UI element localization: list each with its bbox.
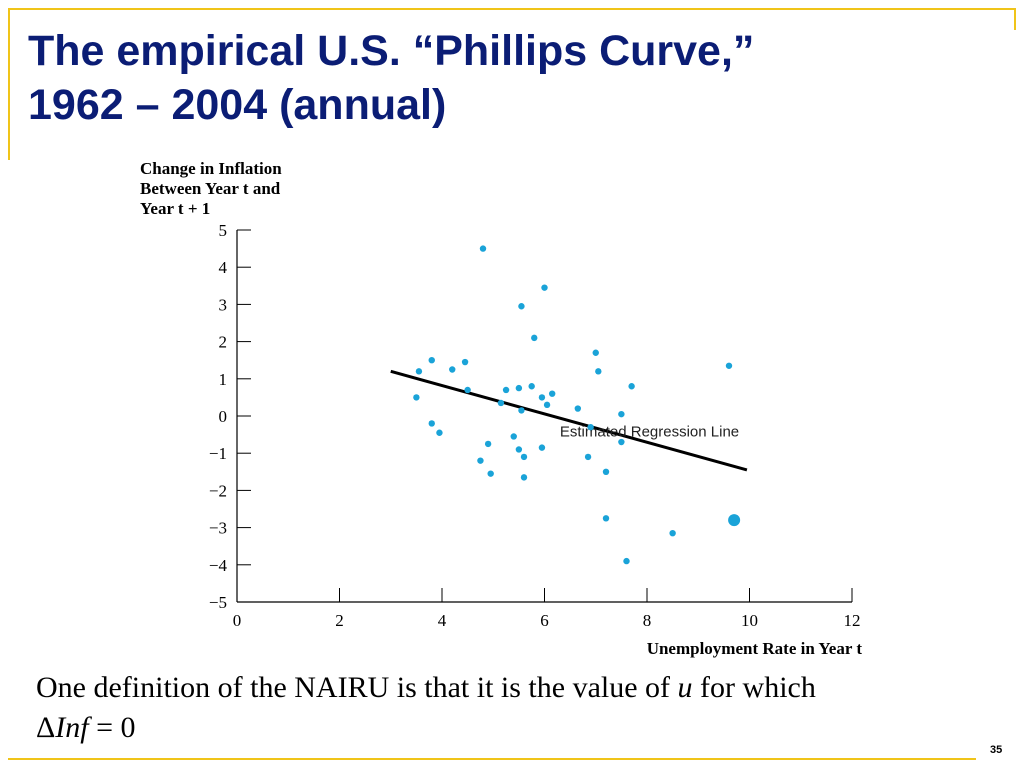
data-point bbox=[538, 444, 546, 451]
y-tick-label: 2 bbox=[219, 333, 228, 352]
nairu-caption: One definition of the NAIRU is that it i… bbox=[36, 668, 1011, 748]
data-point bbox=[415, 368, 423, 375]
data-point bbox=[464, 386, 471, 394]
data-point bbox=[543, 401, 551, 409]
data-point bbox=[602, 515, 610, 522]
regression-line bbox=[390, 369, 748, 472]
caption-variable-inf: Inf bbox=[55, 711, 89, 744]
slide-title-line1: The empirical U.S. “Phillips Curve,” bbox=[28, 27, 755, 75]
y-axis-title-line: Between Year t and bbox=[140, 179, 281, 198]
data-point bbox=[515, 384, 523, 392]
regression-line-label: Estimated Regression Line bbox=[560, 423, 739, 440]
data-point bbox=[518, 303, 525, 310]
data-point bbox=[602, 468, 610, 475]
data-point bbox=[487, 470, 494, 477]
data-point bbox=[461, 358, 469, 366]
data-point bbox=[531, 334, 538, 342]
y-axis-title-line: Year t + 1 bbox=[140, 199, 210, 218]
slide-title-line2: 1962 – 2004 (annual) bbox=[28, 81, 447, 129]
caption-equals-zero: = 0 bbox=[88, 711, 136, 744]
data-point bbox=[436, 429, 443, 436]
slide-frame-top bbox=[8, 8, 1016, 10]
caption-text-start: One definition of the NAIRU is that it i… bbox=[36, 671, 678, 704]
data-point bbox=[428, 357, 435, 364]
data-point bbox=[510, 433, 517, 440]
data-point bbox=[725, 362, 733, 369]
data-point bbox=[413, 394, 420, 401]
data-point bbox=[515, 446, 523, 453]
y-tick-label: −4 bbox=[209, 556, 228, 575]
slide-frame-right bbox=[1014, 8, 1016, 30]
y-tick-label: 5 bbox=[219, 221, 228, 240]
highlighted-data-point bbox=[728, 514, 741, 527]
data-point bbox=[587, 423, 594, 431]
data-point bbox=[584, 453, 592, 461]
y-tick-label: 1 bbox=[219, 370, 228, 389]
slide-frame-left bbox=[8, 8, 10, 160]
x-axis-title: Unemployment Rate in Year t bbox=[647, 639, 863, 658]
caption-variable-u: u bbox=[677, 671, 693, 704]
x-tick-label: 2 bbox=[335, 611, 344, 630]
data-point bbox=[623, 557, 630, 565]
data-point bbox=[484, 440, 492, 448]
y-tick-label: 0 bbox=[219, 407, 228, 426]
x-tick-label: 10 bbox=[741, 611, 758, 630]
y-tick-label: −1 bbox=[209, 444, 227, 463]
data-point bbox=[518, 407, 525, 414]
y-tick-label: −5 bbox=[209, 593, 227, 612]
data-point bbox=[528, 383, 535, 390]
caption-text-end: for which bbox=[692, 671, 816, 704]
x-tick-label: 6 bbox=[540, 611, 549, 630]
data-point bbox=[428, 420, 435, 427]
data-point bbox=[541, 284, 548, 291]
data-point bbox=[548, 390, 556, 397]
data-point bbox=[538, 394, 546, 401]
data-point bbox=[628, 383, 635, 390]
data-point bbox=[520, 453, 528, 461]
slide-title: The empirical U.S. “Phillips Curve,” 196… bbox=[28, 24, 928, 132]
page-number: 35 bbox=[990, 744, 1003, 756]
data-point bbox=[477, 457, 484, 464]
data-point bbox=[497, 399, 505, 407]
y-tick-label: 3 bbox=[219, 295, 228, 314]
x-tick-label: 12 bbox=[844, 611, 861, 630]
y-tick-label: −2 bbox=[209, 481, 227, 500]
data-point bbox=[502, 386, 510, 394]
data-point bbox=[669, 529, 676, 537]
data-point bbox=[618, 410, 625, 418]
data-point bbox=[595, 368, 602, 375]
data-point bbox=[449, 366, 456, 373]
slide-frame-bottom bbox=[8, 758, 976, 760]
data-point bbox=[618, 438, 625, 446]
y-axis-title-line: Change in Inflation bbox=[140, 159, 282, 178]
data-point bbox=[479, 245, 487, 252]
y-tick-label: −3 bbox=[209, 519, 227, 538]
data-point bbox=[574, 405, 582, 412]
y-tick-label: 4 bbox=[219, 258, 228, 277]
x-tick-label: 0 bbox=[233, 611, 242, 630]
caption-delta-symbol: Δ bbox=[36, 711, 56, 744]
data-point bbox=[592, 349, 599, 356]
x-tick-label: 4 bbox=[438, 611, 447, 630]
data-point bbox=[520, 474, 528, 481]
x-tick-label: 8 bbox=[643, 611, 652, 630]
